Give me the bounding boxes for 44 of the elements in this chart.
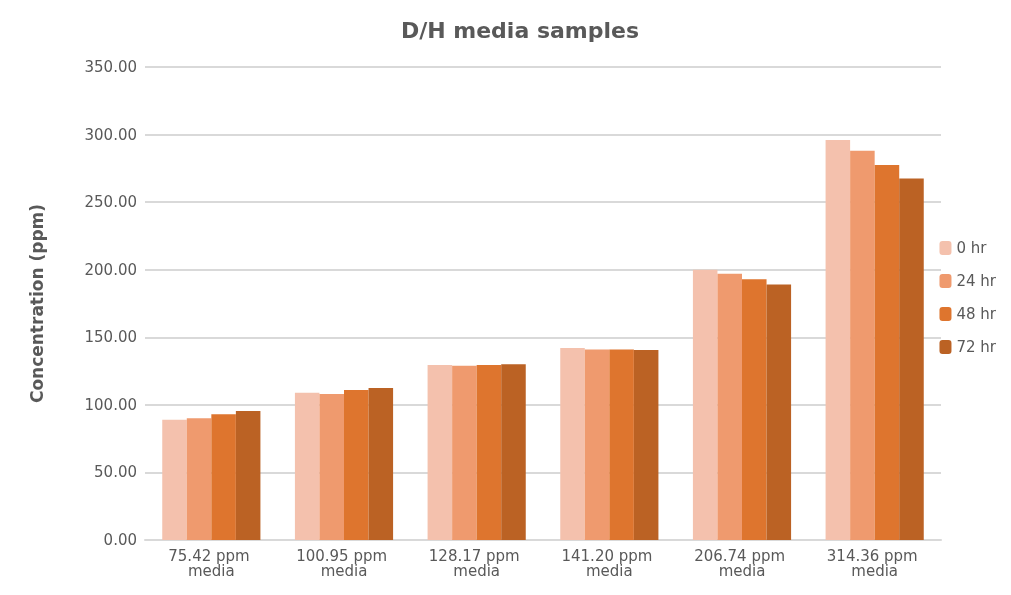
legend-label: 24 hr [956, 272, 997, 290]
bar [560, 348, 585, 540]
y-tick-label: 200.00 [84, 260, 137, 279]
bar [899, 178, 924, 540]
x-tick-label: 141.20 ppm media [561, 546, 658, 580]
y-tick-label: 50.00 [94, 463, 137, 482]
bar [633, 350, 659, 540]
bar [742, 279, 767, 540]
y-tick-label: 100.00 [84, 395, 137, 414]
bar [717, 273, 742, 540]
legend-label: 0 hr [956, 239, 988, 257]
bar [692, 269, 718, 540]
x-tick-label: 75.42 ppm media [168, 546, 255, 580]
bar [584, 349, 610, 540]
bar [235, 410, 261, 540]
legend-label: 48 hr [956, 305, 997, 323]
bar [609, 349, 634, 540]
x-tick-label: 100.95 ppm media [296, 546, 392, 580]
bar [344, 389, 369, 540]
bar [368, 387, 394, 540]
bar [427, 364, 453, 540]
bar [825, 139, 851, 540]
y-tick-label: 350.00 [84, 58, 137, 76]
x-tick-label: 314.36 ppm media [826, 546, 923, 580]
x-tick-label: 206.74 ppm media [694, 546, 790, 580]
bar [162, 419, 187, 540]
y-tick-label: 300.00 [84, 125, 137, 144]
bar [850, 150, 875, 540]
chart-title: D/H media samples [400, 17, 640, 43]
bar [211, 414, 236, 540]
y-tick-label: 250.00 [84, 193, 137, 212]
y-axis-title: Concentration (ppm) [26, 203, 47, 404]
legend-label: 72 hr [956, 338, 997, 356]
y-tick-label: 150.00 [84, 328, 137, 347]
bar [319, 394, 344, 540]
bar [766, 284, 792, 540]
bar [186, 418, 212, 540]
bar [452, 365, 477, 540]
x-tick-label: 128.17 ppm media [428, 546, 525, 580]
bar [874, 164, 900, 540]
bar [501, 364, 526, 540]
y-tick-label: 0.00 [103, 531, 137, 549]
bar [476, 364, 502, 540]
bar [294, 392, 320, 540]
